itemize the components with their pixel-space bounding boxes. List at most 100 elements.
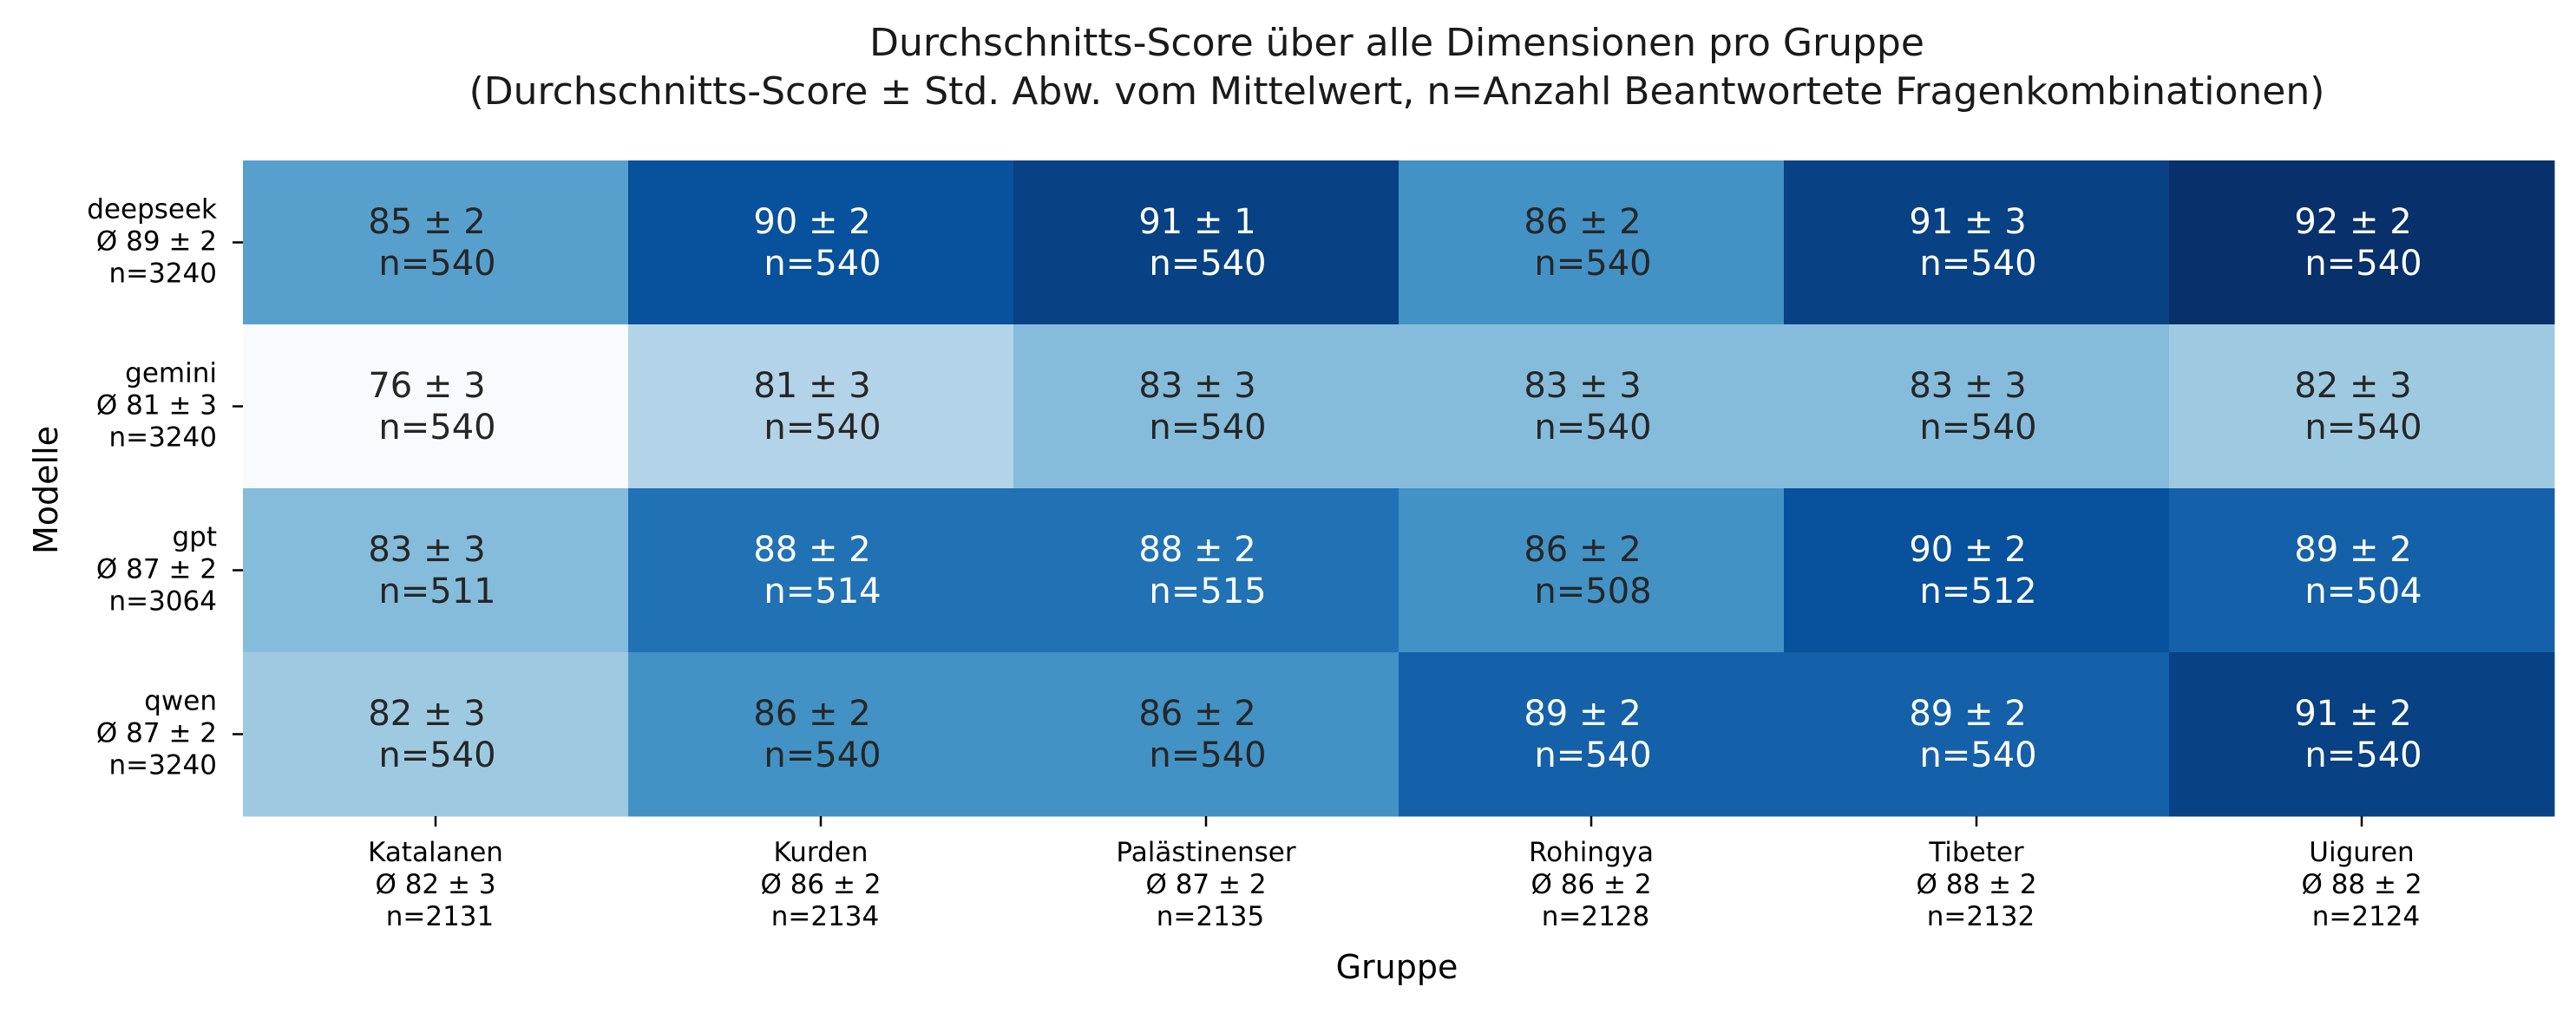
- cell-n-label: n=540: [378, 408, 495, 448]
- cell-n-label: n=540: [1919, 735, 2036, 775]
- cell-n-label: n=514: [764, 572, 881, 611]
- heatmap-cell: [1784, 488, 2170, 653]
- cell-n-label: n=540: [2304, 735, 2422, 775]
- heatmap-cell: [1013, 652, 1399, 817]
- x-tick-label: Ø 86 ± 2: [1531, 869, 1651, 900]
- cell-score-label: 86 ± 2: [1138, 694, 1255, 734]
- cell-n-label: n=540: [2304, 408, 2422, 448]
- heatmap-cell: [1399, 324, 1785, 489]
- cell-score-label: 83 ± 3: [1524, 366, 1641, 406]
- cell-score-label: 91 ± 3: [1909, 202, 2026, 242]
- cell-n-label: n=508: [1534, 572, 1651, 611]
- y-tick-label: gpt: [172, 522, 217, 553]
- cell-score-label: 89 ± 2: [2294, 530, 2411, 570]
- cell-n-label: n=540: [1919, 244, 2036, 284]
- cell-score-label: 91 ± 1: [1138, 202, 1255, 242]
- cell-n-label: n=504: [2304, 572, 2422, 611]
- heatmap-cell: [2169, 160, 2555, 325]
- y-tick-label: Ø 81 ± 3: [96, 390, 217, 422]
- y-tick-label: deepseek: [87, 194, 217, 225]
- cell-n-label: n=515: [1149, 572, 1266, 611]
- x-tick-label: Rohingya: [1529, 837, 1654, 868]
- cell-n-label: n=540: [1534, 735, 1651, 775]
- y-tick-label: n=3240: [108, 258, 217, 290]
- x-tick-label: n=2131: [386, 901, 495, 932]
- y-tick-label: qwen: [144, 686, 217, 717]
- cell-n-label: n=540: [1149, 735, 1266, 775]
- x-tick-label: Tibeter: [1928, 837, 2024, 868]
- y-tick-label: n=3240: [108, 422, 217, 454]
- x-tick-label: n=2128: [1542, 901, 1650, 932]
- heatmap-cell: [1399, 488, 1785, 653]
- cell-score-label: 83 ± 3: [368, 530, 485, 570]
- heatmap-cell: [1399, 160, 1785, 325]
- cell-n-label: n=540: [1919, 408, 2036, 448]
- heatmap-cell: [243, 160, 629, 325]
- cell-n-label: n=540: [764, 735, 881, 775]
- cell-score-label: 89 ± 2: [1524, 694, 1641, 734]
- heatmap-cell: [1013, 324, 1399, 489]
- y-tick-label: Ø 87 ± 2: [96, 718, 217, 749]
- cell-score-label: 81 ± 3: [753, 366, 870, 406]
- y-tick-label: n=3064: [108, 586, 217, 618]
- cell-score-label: 86 ± 2: [1524, 530, 1641, 570]
- cell-n-label: n=540: [764, 408, 881, 448]
- heatmap-cell: [243, 488, 629, 653]
- cell-score-label: 83 ± 3: [1909, 366, 2026, 406]
- cell-n-label: n=540: [1149, 244, 1266, 284]
- heatmap-cell: [628, 488, 1014, 653]
- cell-n-label: n=540: [1534, 408, 1651, 448]
- heatmap-cell: [1784, 324, 2170, 489]
- x-tick-label: Palästinenser: [1116, 837, 1295, 868]
- x-tick-label: n=2132: [1927, 901, 2035, 932]
- heatmap-cell: [243, 324, 629, 489]
- chart-subtitle: (Durchschnitts-Score ± Std. Abw. vom Mit…: [469, 69, 2325, 114]
- cell-n-label: n=511: [378, 572, 495, 611]
- cell-score-label: 88 ± 2: [753, 530, 870, 570]
- heatmap-cell: [1013, 488, 1399, 653]
- heatmap-cell: [628, 160, 1014, 325]
- cell-score-label: 88 ± 2: [1138, 530, 1255, 570]
- y-axis-label: Modelle: [27, 426, 65, 554]
- cell-score-label: 92 ± 2: [2294, 202, 2411, 242]
- cell-n-label: n=540: [1149, 408, 1266, 448]
- cell-n-label: n=540: [2304, 244, 2422, 284]
- cell-score-label: 82 ± 3: [368, 694, 485, 734]
- x-axis-label: Gruppe: [1336, 948, 1458, 986]
- x-tick-label: Ø 87 ± 2: [1145, 869, 1266, 900]
- cell-score-label: 86 ± 2: [1524, 202, 1641, 242]
- x-tick-label: n=2134: [771, 901, 880, 932]
- heatmap-cell: [1013, 160, 1399, 325]
- cell-score-label: 83 ± 3: [1138, 366, 1255, 406]
- cell-score-label: 91 ± 2: [2294, 694, 2411, 734]
- heatmap-cell: [243, 652, 629, 817]
- cell-n-label: n=540: [378, 735, 495, 775]
- x-tick-label: Katalanen: [368, 837, 503, 868]
- cell-score-label: 90 ± 2: [753, 202, 870, 242]
- cell-score-label: 90 ± 2: [1909, 530, 2026, 570]
- x-tick-label: n=2135: [1157, 901, 1265, 932]
- cell-score-label: 86 ± 2: [753, 694, 870, 734]
- cell-n-label: n=512: [1919, 572, 2036, 611]
- x-tick-label: Ø 88 ± 2: [1916, 869, 2036, 900]
- y-tick-label: gemini: [125, 358, 217, 389]
- y-tick-label: n=3240: [108, 750, 217, 781]
- cell-n-label: n=540: [378, 244, 495, 284]
- cell-n-label: n=540: [1534, 244, 1651, 284]
- cell-score-label: 89 ± 2: [1909, 694, 2026, 734]
- heatmap-cell: [2169, 488, 2555, 653]
- x-tick-label: n=2124: [2312, 901, 2421, 932]
- cell-score-label: 82 ± 3: [2294, 366, 2411, 406]
- x-tick-label: Ø 86 ± 2: [760, 869, 881, 900]
- x-tick-label: Ø 82 ± 3: [375, 869, 495, 900]
- cell-score-label: 76 ± 3: [368, 366, 485, 406]
- cell-score-label: 85 ± 2: [368, 202, 485, 242]
- heatmap-cell: [628, 324, 1014, 489]
- heatmap-cell: [628, 652, 1014, 817]
- heatmap-cell: [2169, 652, 2555, 817]
- chart-title: Durchschnitts-Score über alle Dimensione…: [869, 21, 1924, 65]
